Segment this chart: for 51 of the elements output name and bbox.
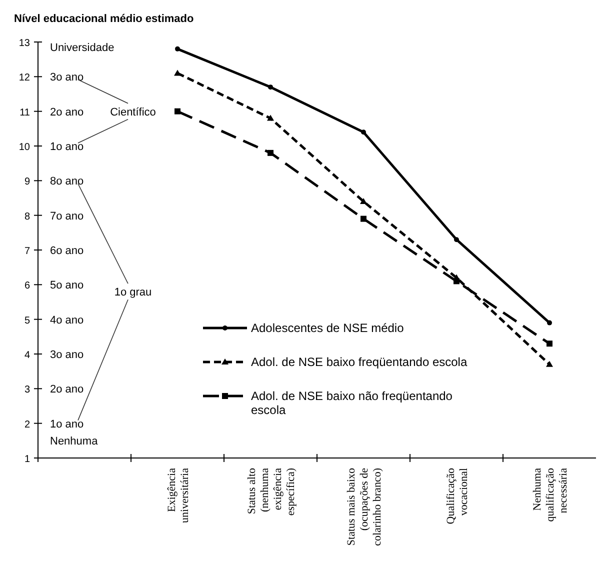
point (361, 130, 366, 135)
point (174, 108, 180, 114)
point (360, 198, 367, 204)
y-tick-label: 9 (24, 176, 30, 188)
point (546, 340, 552, 347)
point (360, 216, 366, 222)
y-tick-label: 11 (20, 107, 30, 118)
y-tick-label: 1 (24, 454, 30, 465)
x-tick-label: Exigência universitária (166, 468, 191, 523)
annotation: 3o ano (50, 72, 84, 84)
y-tick-label: 13 (18, 38, 30, 49)
y-tick-label: 2 (24, 419, 30, 430)
annotation: Universidade (50, 42, 114, 54)
annotation: 3o ano (50, 349, 84, 361)
annotation: 7o ano (50, 210, 84, 222)
legend-label: Adolescentes de NSE médio (251, 321, 404, 335)
point (175, 46, 180, 52)
y-tick-label: 8 (24, 211, 30, 222)
point (267, 114, 274, 121)
annotation: 1o ano (50, 141, 84, 153)
point (454, 237, 459, 242)
annotation: Científico (110, 106, 156, 118)
point (268, 150, 274, 156)
legend-label: Adol. de NSE baixo freqüentando escola (251, 355, 468, 369)
annotation: 1o ano (50, 418, 84, 430)
y-tick-label: 5 (24, 315, 30, 326)
y-tick-label: 3 (24, 384, 30, 396)
annotation: 8o ano (50, 176, 84, 188)
x-tick-label: Status mais baixo (ocupações de colarinho branco) (346, 468, 384, 546)
annotation: 2o ano (50, 106, 84, 118)
point (546, 360, 553, 367)
x-tick-label: Status alto (nenhuma exigência específica) (246, 468, 297, 516)
y-tick-label: 4 (24, 350, 30, 361)
annotation: 6o ano (50, 245, 84, 257)
point (453, 274, 460, 280)
y-tick-label: 7 (24, 246, 30, 257)
point (547, 320, 552, 326)
chart-title: Nível educacional médio estimado (14, 13, 194, 25)
annotation: 1o grau (114, 286, 152, 299)
annotation: 4o ano (50, 314, 84, 326)
y-tick-label: 12 (18, 72, 30, 84)
legend-label: Adol. de NSE baixo não freqüentando escola (251, 389, 453, 417)
x-tick-label: Qualificação vocacional (445, 468, 470, 524)
annotation: 5o ano (50, 280, 84, 292)
annotation: Nenhuma (50, 436, 99, 448)
x-tick-label: Nenhuma qualificação necessária (532, 468, 570, 522)
annotation: 2o ano (50, 384, 84, 396)
point (174, 70, 181, 76)
y-tick-label: 10 (18, 142, 30, 153)
y-tick-label: 6 (24, 280, 30, 292)
point (268, 84, 273, 90)
